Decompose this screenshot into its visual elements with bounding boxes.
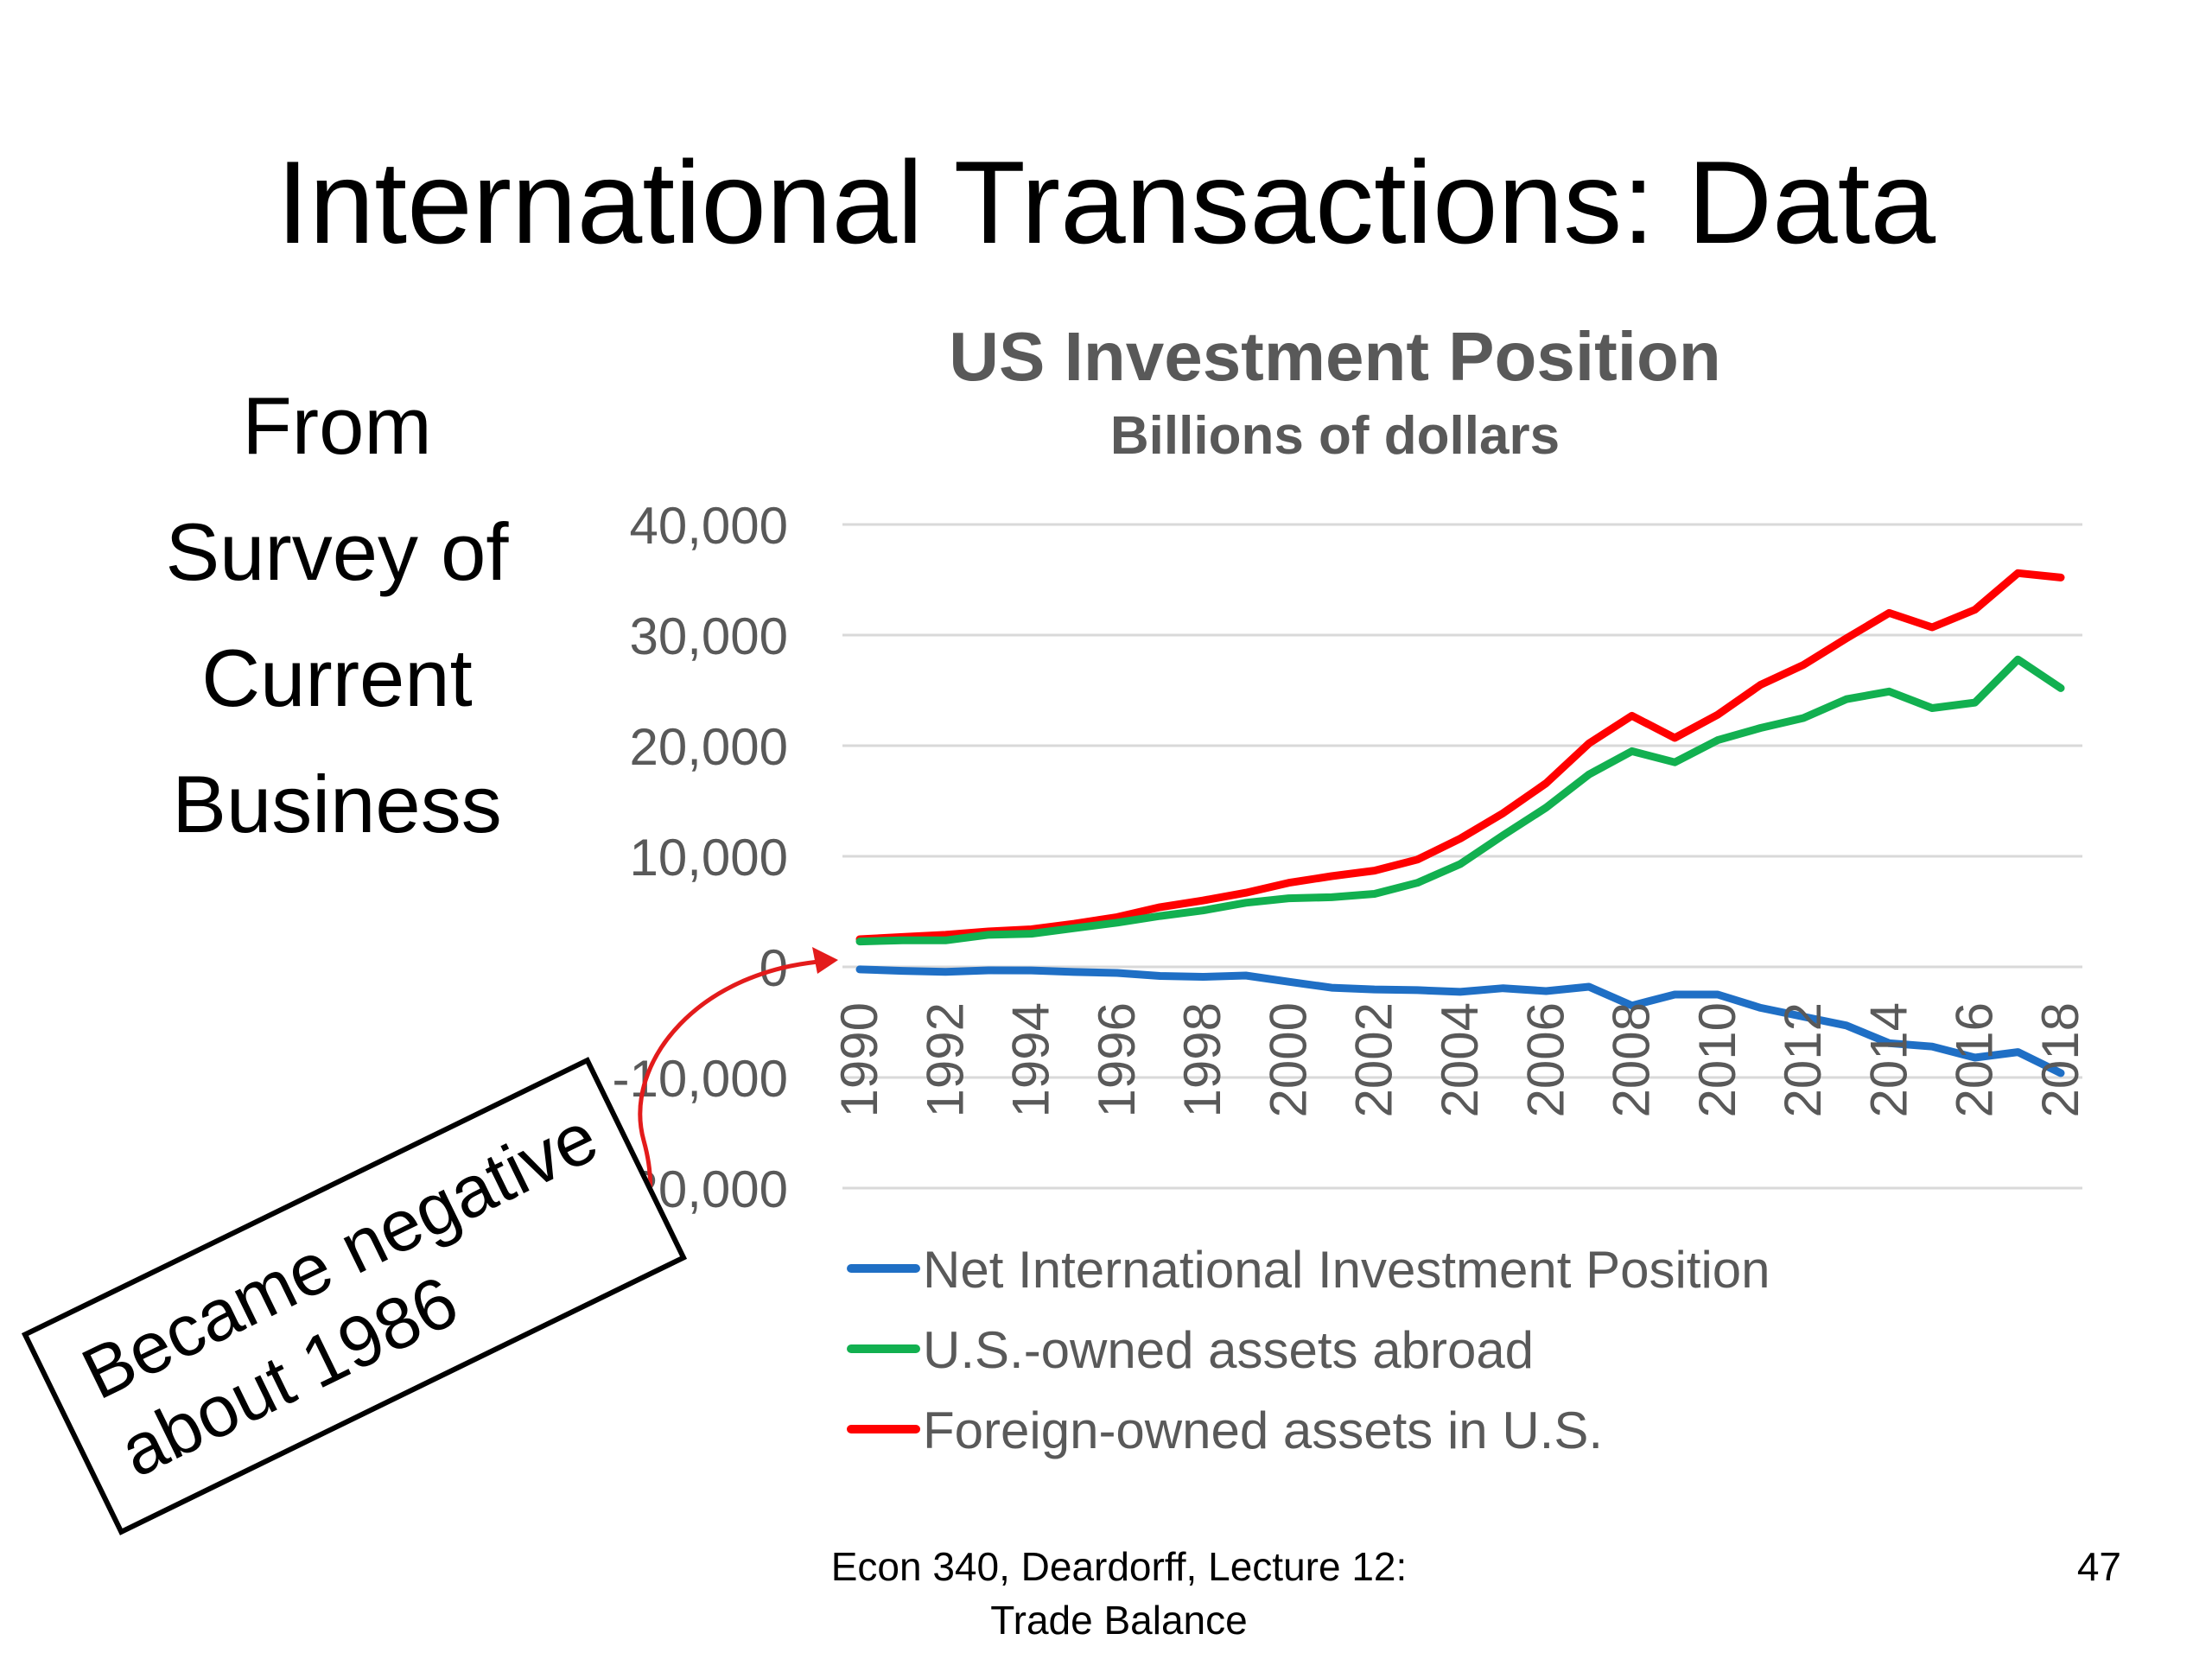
x-tick-label: 1996: [1088, 1002, 1146, 1117]
footer-line: Trade Balance: [990, 1598, 1248, 1643]
series-line: [855, 965, 2065, 1077]
x-tick-label: 2018: [2031, 1002, 2089, 1117]
slide-title: International Transactions: Data: [276, 137, 1936, 268]
page-number: 47: [2076, 1544, 2121, 1589]
chart-subtitle: Billions of dollars: [1110, 406, 1560, 466]
legend-label: Net International Investment Position: [923, 1241, 1770, 1299]
y-tick-label: 40,000: [629, 497, 788, 555]
source-note-line: Survey of: [165, 506, 509, 597]
x-tick-label: 2010: [1688, 1002, 1746, 1117]
x-tick-label: 2016: [1946, 1002, 2004, 1117]
y-tick-label: 20,000: [629, 718, 788, 776]
legend: Net International Investment Position U.S…: [847, 1241, 1770, 1459]
source-note: From Survey of Current Business: [121, 363, 553, 868]
x-tick-label: 2008: [1603, 1002, 1661, 1117]
x-axis-ticks: 1990 1992 1994 1996 1998 2000 2002 2004 2006 2008…: [830, 1002, 2089, 1117]
gridlines: [842, 523, 2082, 1190]
x-tick-label: 2004: [1431, 1002, 1489, 1117]
series-line: [855, 655, 2065, 946]
x-tick-label: 1994: [1002, 1002, 1060, 1117]
x-tick-label: 2002: [1345, 1002, 1403, 1117]
x-tick-label: 1992: [916, 1002, 974, 1117]
y-tick-label: 10,000: [629, 829, 788, 887]
source-note-line: From: [242, 380, 432, 471]
x-tick-label: 2012: [1774, 1002, 1832, 1117]
footer-line: Econ 340, Deardorff, Lecture 12:: [830, 1544, 1408, 1589]
x-tick-label: 2000: [1259, 1002, 1317, 1117]
y-tick-label: 30,000: [629, 607, 788, 665]
series-lines: [855, 569, 2065, 1077]
x-tick-label: 1998: [1173, 1002, 1231, 1117]
slide-footer: Econ 340, Deardorff, Lecture 12: Trade B…: [743, 1540, 1495, 1647]
callout-arrowhead: [812, 947, 838, 974]
legend-label: U.S.-owned assets abroad: [923, 1321, 1534, 1379]
source-note-line: Current: [201, 632, 473, 723]
x-tick-label: 2006: [1516, 1002, 1574, 1117]
y-tick-label: -10,000: [613, 1050, 789, 1108]
source-note-line: Business: [172, 759, 502, 849]
x-tick-label: 2014: [1859, 1002, 1917, 1117]
x-tick-label: 1990: [830, 1002, 888, 1117]
legend-label: Foreign-owned assets in U.S.: [923, 1402, 1603, 1459]
chart-title: US Investment Position: [949, 318, 1720, 395]
series-line: [855, 569, 2065, 944]
